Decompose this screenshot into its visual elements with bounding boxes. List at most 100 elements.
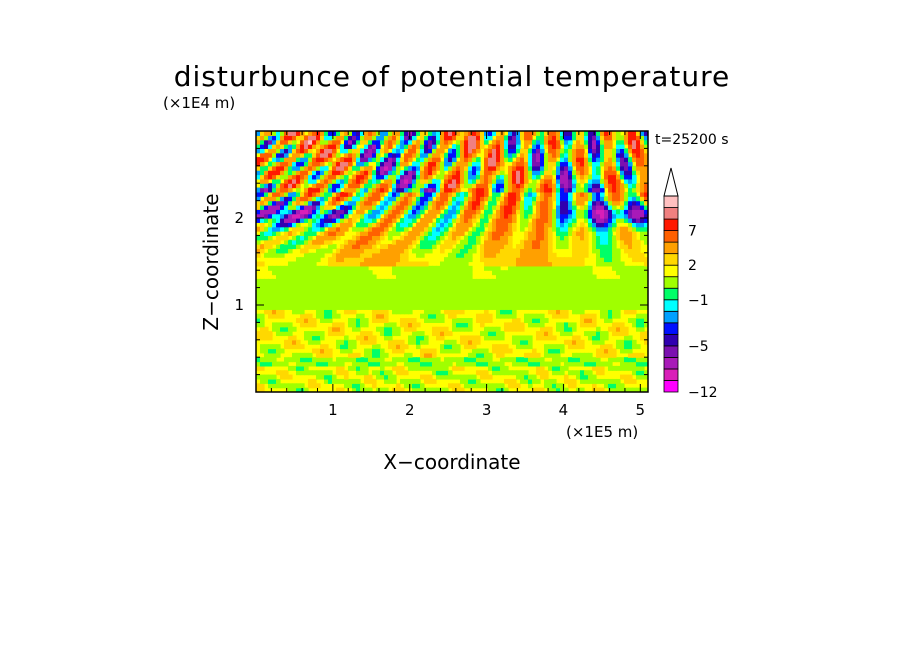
field-cell	[520, 161, 525, 167]
field-cell	[460, 270, 465, 276]
field-cell	[444, 226, 449, 232]
field-cell	[264, 209, 269, 215]
field-cell	[300, 235, 305, 241]
field-cell	[552, 226, 557, 232]
field-cell	[456, 261, 461, 267]
field-cell	[332, 274, 337, 280]
field-cell	[596, 339, 601, 345]
field-cell	[404, 352, 409, 358]
field-cell	[608, 344, 613, 350]
field-cell	[444, 365, 449, 371]
field-cell	[572, 244, 577, 250]
field-cell	[468, 244, 473, 250]
field-cell	[296, 309, 301, 315]
field-cell	[280, 187, 285, 193]
field-cell	[460, 139, 465, 145]
field-cell	[620, 383, 625, 389]
field-cell	[344, 135, 349, 141]
field-cell	[324, 278, 329, 284]
field-cell	[420, 222, 425, 228]
field-cell	[500, 231, 505, 236]
field-cell	[272, 178, 277, 184]
field-cell	[572, 157, 577, 163]
field-cell	[444, 196, 449, 202]
field-cell	[540, 191, 545, 197]
field-cell	[336, 191, 341, 197]
field-cell	[536, 248, 541, 254]
field-cell	[528, 344, 533, 350]
field-cell	[412, 231, 417, 236]
field-cell	[380, 135, 385, 141]
field-cell	[516, 344, 521, 350]
field-cell	[256, 361, 261, 367]
field-cell	[616, 305, 621, 310]
colorbar-swatch	[663, 195, 679, 208]
field-cell	[532, 300, 537, 306]
field-cell	[508, 370, 513, 376]
field-cell	[476, 231, 481, 236]
field-cell	[436, 296, 441, 302]
field-cell	[532, 278, 537, 284]
field-cell	[332, 231, 337, 236]
field-cell	[324, 296, 329, 302]
field-cell	[260, 200, 265, 206]
field-cell	[412, 226, 417, 232]
field-cell	[352, 183, 357, 189]
field-cell	[620, 135, 625, 141]
field-cell	[640, 300, 645, 306]
field-cell	[632, 287, 637, 293]
field-cell	[352, 322, 357, 328]
field-cell	[288, 305, 293, 310]
field-cell	[528, 213, 533, 219]
field-cell	[600, 378, 605, 384]
field-cell	[600, 161, 605, 167]
field-cell	[540, 157, 545, 163]
field-cell	[472, 213, 477, 219]
field-cell	[616, 196, 621, 202]
field-cell	[544, 183, 549, 189]
field-cell	[384, 322, 389, 328]
field-cell	[576, 387, 581, 392]
field-cell	[432, 265, 437, 271]
field-cell	[516, 196, 521, 202]
field-cell	[344, 152, 349, 158]
field-cell	[280, 174, 285, 180]
field-cell	[556, 244, 561, 250]
field-cell	[364, 239, 369, 245]
field-cell	[560, 244, 565, 250]
field-cell	[548, 326, 553, 332]
field-cell	[420, 231, 425, 236]
field-cell	[616, 296, 621, 302]
field-cell	[392, 226, 397, 232]
field-cell	[580, 139, 585, 145]
y-unit-label: (×1E4 m)	[163, 94, 235, 112]
field-cell	[640, 335, 645, 341]
field-cell	[308, 270, 313, 276]
field-cell	[548, 235, 553, 241]
field-cell	[548, 170, 553, 176]
field-cell	[416, 287, 421, 293]
field-cell	[452, 383, 457, 389]
field-cell	[372, 239, 377, 245]
field-cell	[432, 209, 437, 215]
field-cell	[496, 191, 501, 197]
y-tick-label: 1	[234, 296, 244, 314]
field-cell	[272, 213, 277, 219]
field-cell	[460, 300, 465, 306]
field-cell	[620, 174, 625, 180]
field-cell	[324, 318, 329, 323]
field-cell	[432, 178, 437, 184]
field-cell	[264, 170, 269, 176]
field-cell	[340, 157, 345, 163]
field-cell	[420, 187, 425, 193]
field-cell	[412, 361, 417, 367]
field-cell	[368, 331, 373, 337]
field-cell	[504, 274, 509, 280]
field-cell	[624, 274, 629, 280]
field-cell	[316, 222, 321, 228]
field-cell	[528, 261, 533, 267]
field-cell	[572, 344, 577, 350]
field-cell	[576, 191, 581, 197]
field-cell	[588, 135, 593, 141]
field-cell	[256, 305, 261, 310]
